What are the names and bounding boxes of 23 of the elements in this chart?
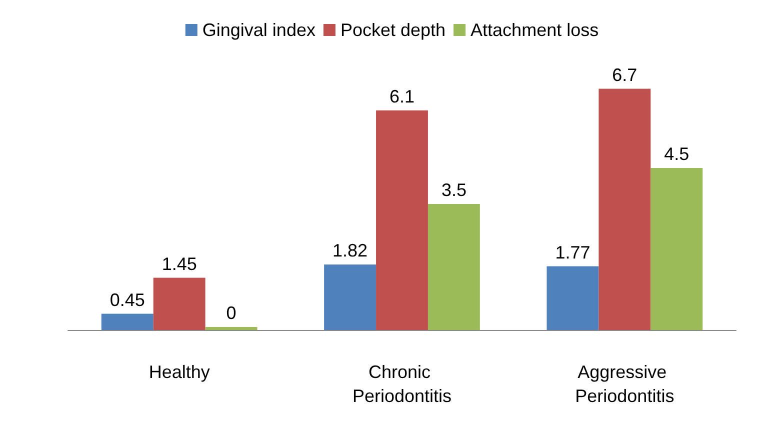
data-label: 0.45 [110, 290, 145, 310]
bar [650, 168, 703, 330]
x-tick-label: Healthy [148, 362, 210, 382]
bar [598, 88, 651, 330]
bar [153, 278, 206, 330]
data-label: 6.7 [612, 64, 638, 85]
data-label: 1.82 [332, 240, 368, 260]
legend-label: Gingival index [202, 20, 316, 40]
data-label: 6.1 [389, 86, 415, 106]
data-label: 3.5 [441, 180, 466, 200]
bar [376, 110, 428, 330]
bar [324, 264, 376, 330]
data-label: 4.5 [664, 144, 690, 164]
data-label: 0 [226, 303, 236, 323]
x-tick-label: Chronic Periodontitis [352, 362, 452, 406]
legend-label: Pocket depth [340, 20, 446, 40]
bar [428, 204, 480, 330]
data-label: 1.77 [555, 242, 590, 262]
legend-label: Attachment loss [470, 20, 599, 40]
bar [546, 266, 599, 330]
bar [101, 314, 154, 330]
data-label: 1.45 [162, 254, 197, 274]
x-tick-label: Aggressive Periodontitis [575, 362, 674, 406]
